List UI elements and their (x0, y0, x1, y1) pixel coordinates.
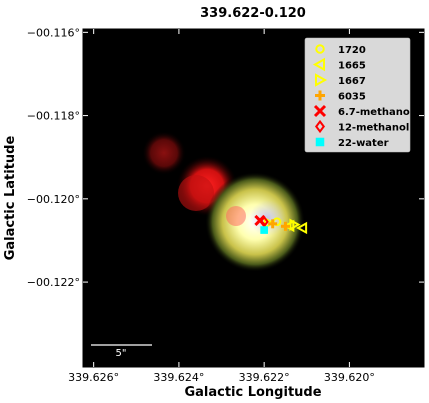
legend-label: 6.7-methanol (338, 107, 413, 118)
scale-bar-label: 5" (116, 348, 127, 359)
x-tick-label: 339.622° (239, 371, 290, 384)
maser-markers (254, 214, 308, 235)
marker-6035 (280, 221, 290, 231)
chart-title: 339.622-0.120 (200, 6, 306, 21)
marker-12-methanol (259, 215, 269, 228)
legend-symbol-12-methanol (315, 119, 325, 134)
legend-symbol-6.7-methanol (313, 104, 327, 118)
legend-label: 12-methanol (338, 123, 409, 134)
legend-symbol-1667 (315, 73, 328, 87)
legend-symbol-1720 (315, 44, 325, 54)
marker-22-water (260, 226, 268, 234)
legend-label: 6035 (338, 92, 366, 103)
legend: 1720 1665 1667 6035 6.7-methanol 12-methanol 2… (304, 37, 413, 153)
y-tick-label: −00.116° (27, 26, 80, 39)
x-axis: 339.626° 339.624° 339.622° 339.620° (68, 29, 375, 384)
legend-symbol-1665 (312, 57, 325, 72)
legend-label: 22-water (338, 138, 389, 149)
legend-label: 1665 (338, 61, 366, 72)
marker-1665 (283, 219, 295, 233)
y-tick-label: −00.122° (27, 276, 80, 289)
x-axis-label: Galactic Longitude (184, 385, 321, 400)
scale-bar: 5" (91, 344, 152, 359)
x-tick-label: 339.624° (153, 371, 204, 384)
y-axis-label: Galactic Latitude (3, 136, 18, 261)
legend-label: 1720 (338, 45, 366, 56)
legend-symbol-6035 (315, 90, 325, 101)
legend-label: 1667 (338, 76, 366, 87)
legend-box (304, 37, 411, 153)
legend-symbol-22-water (315, 137, 325, 147)
y-tick-label: −00.118° (27, 110, 80, 123)
y-tick-label: −00.120° (27, 193, 80, 206)
x-tick-label: 339.620° (324, 371, 375, 384)
marker-1665 (295, 221, 308, 235)
y-axis: −00.116° −00.118° −00.120° −00.122° (27, 26, 424, 289)
marker-1667 (289, 218, 301, 231)
marker-6035 (268, 219, 278, 229)
plot-frame (82, 28, 425, 368)
x-tick-label: 339.626° (68, 371, 119, 384)
